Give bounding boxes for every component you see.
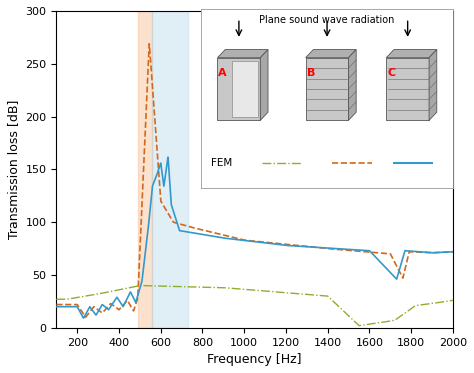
Bar — [152, 11, 188, 328]
X-axis label: Frequency [Hz]: Frequency [Hz] — [208, 353, 302, 366]
Bar — [138, 11, 152, 328]
Y-axis label: Transmission loss [dB]: Transmission loss [dB] — [7, 100, 20, 239]
